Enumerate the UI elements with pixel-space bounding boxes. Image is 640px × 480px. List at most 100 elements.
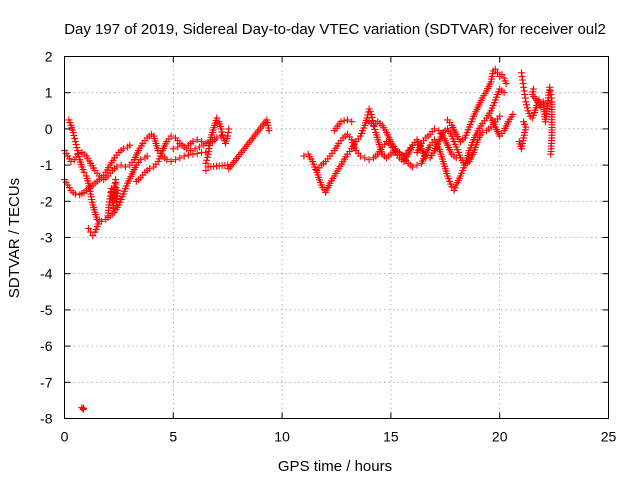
data-point [167,132,175,140]
data-point [69,129,77,136]
data-point [84,224,92,232]
data-point [523,101,530,109]
data-point [361,154,369,162]
data-point [547,91,555,98]
data-point [176,154,184,162]
data-point [452,154,460,162]
y-tick-label: 1 [45,85,53,101]
data-point [529,85,537,93]
data-point [348,118,356,126]
data-point [448,183,456,191]
data-point [478,129,486,136]
data-point [185,151,192,159]
data-point [191,145,199,153]
data-point [413,161,421,169]
data-point [145,165,153,173]
data-point [365,156,373,164]
data-point [547,150,555,158]
data-point [187,147,195,155]
y-tick-label: -3 [40,230,53,246]
data-point [213,114,221,122]
y-tick-label: -7 [40,374,53,390]
x-tick-label: 25 [601,429,617,445]
data-point [224,129,232,136]
data-point [367,110,375,118]
data-point [79,405,87,413]
data-point [396,150,404,158]
data-point [356,152,364,160]
data-point [519,76,526,84]
data-point [219,131,227,139]
data-point [340,117,348,125]
data-point [203,153,211,161]
x-tick-labels: 0 5 10 15 20 25 [61,429,617,445]
data-point [80,168,88,176]
data-point [71,138,79,146]
data-point [193,150,201,157]
y-tick-label: -4 [40,266,53,282]
y-tick-label: -5 [40,302,53,318]
data-point [117,161,125,169]
data-point [430,125,438,133]
y-tick-label: -6 [40,338,53,354]
data-point [167,158,175,165]
data-point [95,217,103,225]
data-point [71,135,79,143]
data-point [520,83,528,91]
y-tick-label: 0 [45,121,53,137]
y-axis-label: SDTVAR / TECUs [6,178,23,298]
data-point [169,145,177,153]
data-point [363,114,371,122]
data-point [500,89,508,97]
data-point [502,80,510,88]
data-point [371,126,379,133]
data-point [137,156,145,164]
data-point [72,141,80,149]
data-point [523,104,531,112]
data-point [494,69,501,77]
data-point [119,145,127,153]
data-point [202,167,210,174]
x-tick-label: 0 [61,429,69,445]
y-tick-label: -1 [40,157,53,173]
data-point [546,83,554,91]
data-point [182,145,190,153]
data-point [193,136,201,144]
data-point [121,163,129,171]
data-point [202,159,210,167]
data-point [174,143,182,151]
data-point [78,404,86,412]
data-point [73,144,81,152]
data-point [217,125,225,133]
data-point [114,186,122,194]
data-point [509,110,517,118]
x-axis-label: GPS time / hours [278,458,392,475]
data-point [71,190,79,198]
data-point [520,118,528,126]
data-point [143,152,151,160]
data-point [189,150,197,158]
data-point [74,150,82,158]
axis-ticks [64,56,609,419]
x-tick-label: 20 [492,429,508,445]
data-point [180,152,188,160]
x-tick-label: 10 [274,429,290,445]
data-points [61,65,556,413]
y-tick-label: -2 [40,193,53,209]
x-tick-label: 15 [383,429,399,445]
data-point [126,141,134,149]
data-point [369,117,377,124]
y-tick-label: 2 [45,49,53,65]
data-point [172,156,179,164]
data-point [195,143,203,151]
data-point [218,128,226,136]
data-point [343,116,351,124]
data-point [370,123,378,130]
grid [64,56,609,419]
data-point [265,127,273,135]
data-point [521,91,529,98]
data-point [409,141,417,149]
data-point [213,134,221,142]
data-point [491,65,499,73]
